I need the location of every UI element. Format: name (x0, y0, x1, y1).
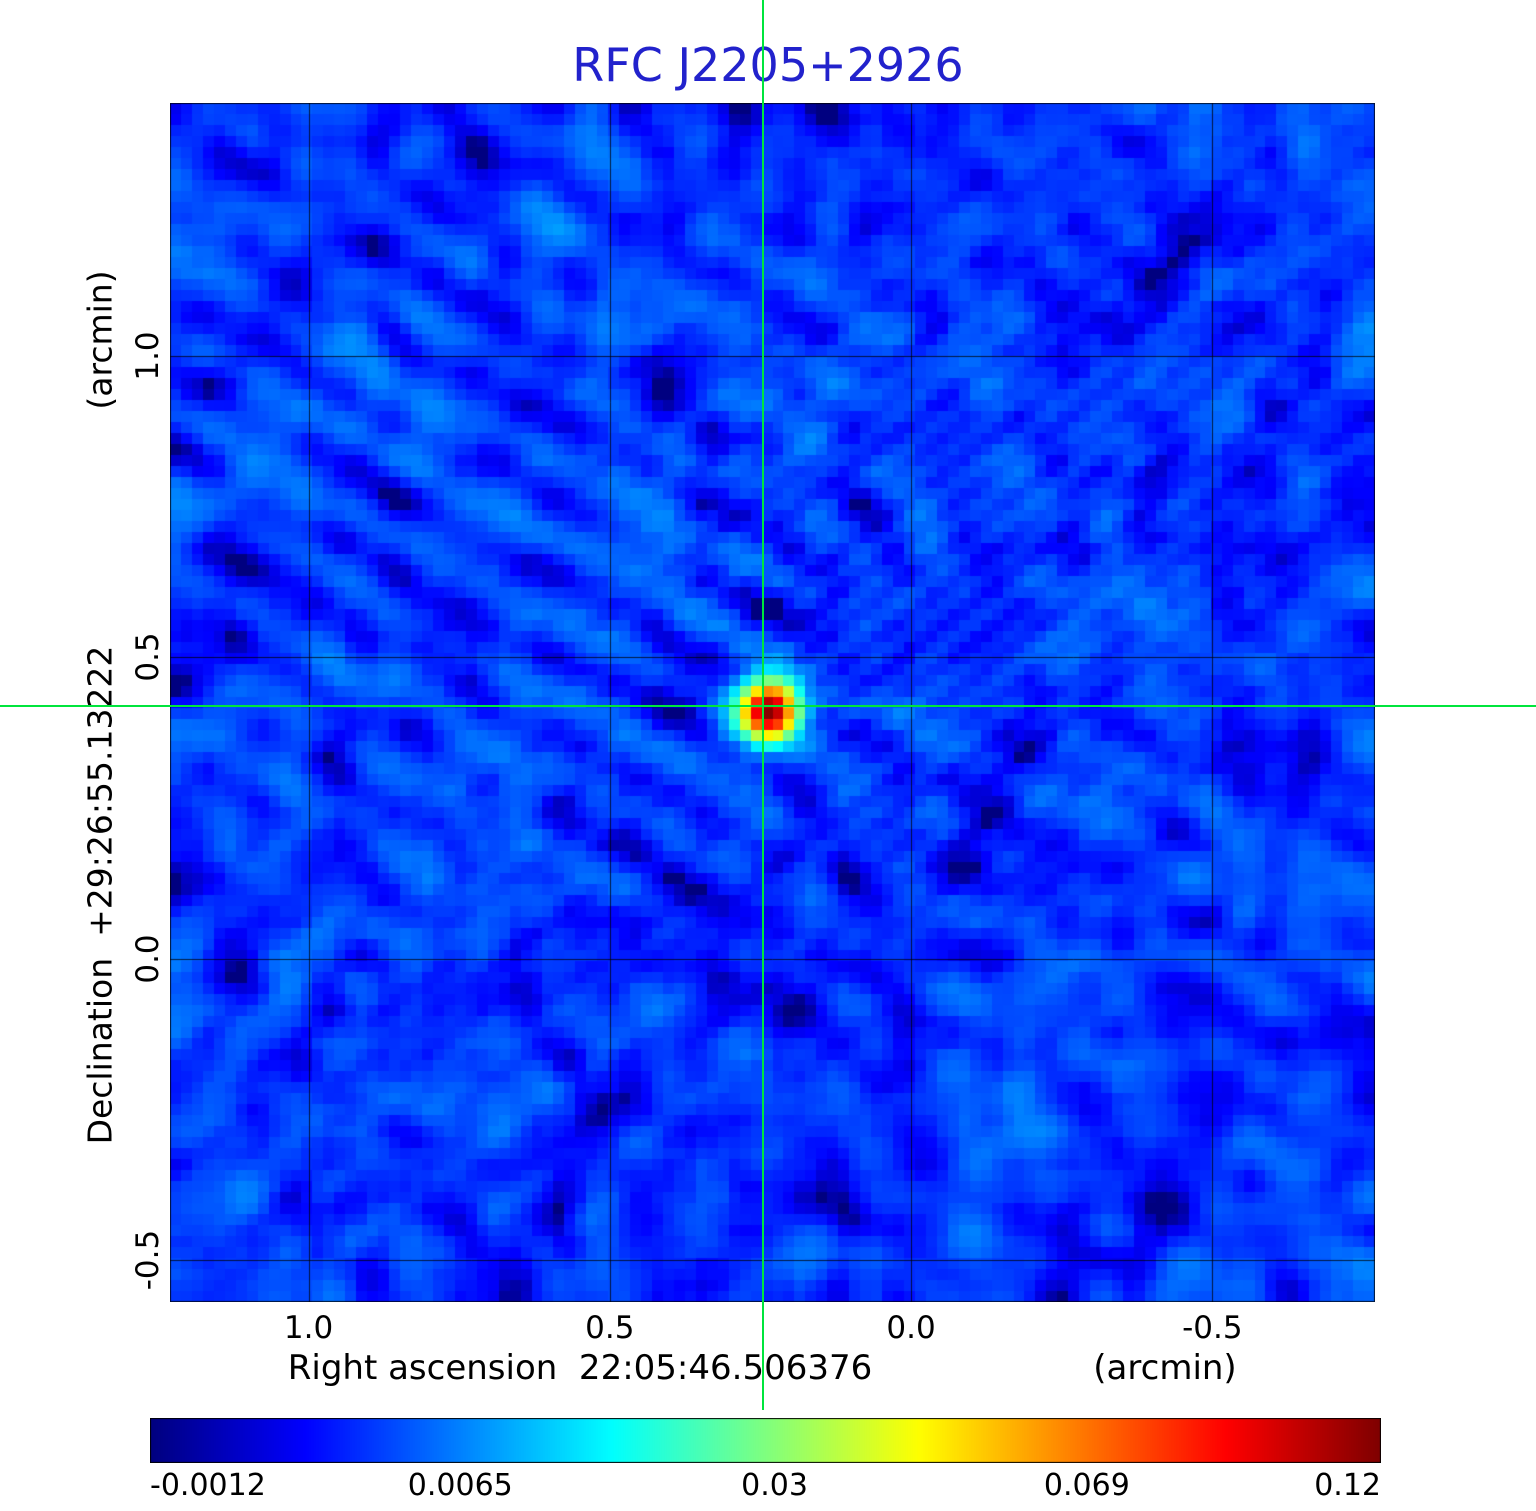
y-tick-label: -0.5 (130, 1229, 166, 1291)
y-tick-label: 0.0 (130, 933, 166, 984)
x-tick-label: 0.0 (886, 1310, 936, 1346)
colorbar-tick-label: 0.0065 (407, 1468, 513, 1503)
sky-map-image (170, 103, 1375, 1302)
colorbar-tick-label: 0.03 (741, 1468, 808, 1503)
y-tick-label: 0.5 (130, 632, 166, 682)
x-tick-label: 1.0 (283, 1310, 334, 1346)
colorbar-tick-label: 0.069 (1043, 1468, 1130, 1503)
x-tick-label: -0.5 (1182, 1310, 1243, 1346)
crosshair-horizontal-line (0, 704, 1536, 707)
colorbar-tick-label: -0.0012 (150, 1468, 266, 1503)
plot-title: RFC J2205+2926 (572, 38, 964, 92)
x-axis-label: Right ascension 22:05:46.506376 (287, 1348, 873, 1388)
y-axis-label: Declination +29:26:55.13222 (80, 645, 120, 1145)
colorbar-tick-label: 0.12 (1314, 1468, 1381, 1503)
y-axis-unit-label: (arcmin) (80, 270, 120, 410)
x-axis-unit-label: (arcmin) (1093, 1348, 1237, 1388)
colorbar (150, 1418, 1381, 1463)
x-tick-label: 0.5 (585, 1310, 635, 1346)
y-tick-label: 1.0 (130, 331, 166, 381)
